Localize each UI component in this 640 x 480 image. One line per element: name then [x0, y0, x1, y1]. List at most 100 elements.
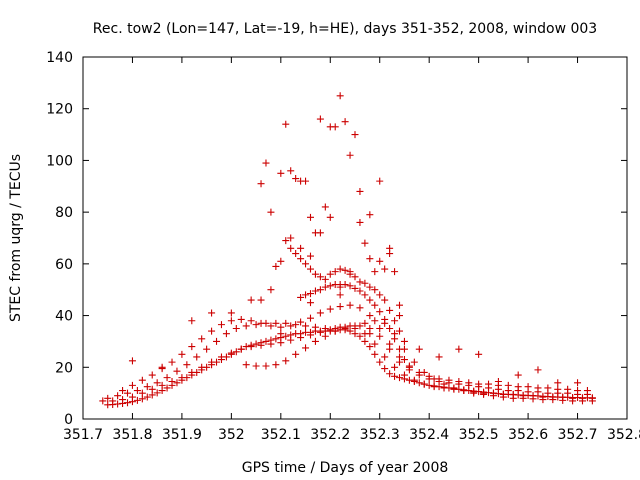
- data-point: [133, 387, 141, 395]
- x-axis: 351.7 351.8 351.9 352 352.1 352.2 352.3 352.4 35…: [63, 57, 640, 443]
- data-point: [356, 278, 364, 286]
- point-series: [297, 281, 413, 371]
- data-point: [336, 283, 344, 291]
- data-point: [425, 372, 433, 380]
- data-point: [306, 314, 314, 322]
- data-point: [480, 389, 488, 397]
- data-point: [109, 397, 117, 405]
- data-point: [371, 286, 379, 294]
- data-point: [489, 389, 497, 397]
- data-point: [361, 239, 369, 247]
- data-point: [217, 353, 225, 361]
- data-point: [396, 312, 404, 320]
- data-point: [188, 317, 196, 325]
- data-point: [341, 325, 349, 332]
- x-tick-label: 352.6: [508, 427, 548, 443]
- data-point: [306, 331, 314, 339]
- data-point: [499, 390, 507, 398]
- data-point: [346, 268, 354, 276]
- point-series: [242, 325, 596, 402]
- data-point: [475, 350, 483, 358]
- data-point: [316, 229, 324, 237]
- x-tick-label: 352.4: [409, 427, 449, 443]
- data-point: [311, 323, 319, 331]
- data-point: [311, 337, 319, 345]
- data-point: [519, 392, 527, 400]
- data-point: [356, 304, 364, 312]
- data-point: [386, 250, 394, 258]
- data-point: [104, 394, 112, 402]
- data-point: [292, 250, 300, 258]
- data-point: [366, 211, 374, 219]
- data-point: [257, 296, 265, 304]
- data-point: [321, 275, 329, 283]
- data-point: [549, 393, 557, 401]
- data-point: [272, 335, 280, 343]
- data-point: [292, 175, 300, 183]
- data-point: [326, 326, 334, 334]
- data-point: [119, 387, 127, 395]
- data-point: [376, 308, 384, 316]
- data-point: [297, 293, 305, 301]
- data-point: [465, 379, 473, 387]
- data-point: [198, 335, 206, 343]
- data-point: [534, 384, 542, 392]
- x-tick-label: 351.8: [112, 427, 152, 443]
- data-point: [509, 390, 517, 398]
- data-point: [361, 337, 369, 345]
- data-point: [114, 392, 122, 400]
- data-point: [351, 273, 359, 281]
- data-points: [99, 92, 596, 409]
- x-axis-label: GPS time / Days of year 2008: [242, 460, 449, 476]
- data-point: [222, 330, 230, 338]
- data-point: [455, 378, 463, 386]
- data-point: [376, 325, 384, 332]
- data-point: [292, 321, 300, 329]
- data-point: [371, 268, 379, 276]
- data-point: [302, 177, 310, 185]
- y-axis: 0 20 40 60 80 100 120 140: [46, 50, 627, 428]
- point-series: [257, 92, 399, 276]
- data-point: [588, 394, 596, 402]
- data-point: [316, 309, 324, 317]
- data-point: [99, 397, 107, 405]
- plot-frame: [82, 56, 628, 420]
- data-point: [217, 321, 225, 329]
- data-point: [128, 381, 136, 389]
- data-point: [366, 343, 374, 351]
- data-point: [282, 319, 290, 327]
- data-point: [366, 312, 374, 320]
- data-point: [376, 177, 384, 185]
- data-point: [282, 357, 290, 365]
- data-point: [242, 322, 250, 330]
- y-tick-label: 100: [46, 153, 73, 169]
- data-point: [386, 340, 394, 348]
- data-point: [470, 388, 478, 396]
- data-point: [341, 118, 349, 126]
- data-point: [455, 345, 463, 353]
- data-point: [306, 290, 314, 298]
- data-point: [405, 363, 413, 371]
- data-point: [198, 363, 206, 371]
- data-point: [435, 375, 443, 383]
- data-point: [316, 273, 324, 281]
- data-point: [213, 337, 221, 345]
- data-point: [371, 350, 379, 358]
- data-point: [148, 371, 156, 379]
- data-point: [381, 353, 389, 361]
- data-point: [203, 345, 211, 353]
- data-point: [326, 270, 334, 278]
- data-point: [311, 287, 319, 295]
- data-point: [163, 384, 171, 392]
- data-point: [138, 376, 146, 384]
- data-point: [583, 387, 591, 395]
- data-point: [366, 330, 374, 338]
- data-point: [396, 301, 404, 309]
- data-point: [158, 363, 166, 371]
- data-point: [119, 396, 127, 404]
- data-point: [420, 380, 428, 388]
- data-point: [128, 357, 136, 365]
- data-point: [410, 358, 418, 366]
- data-point: [361, 279, 369, 287]
- data-point: [138, 389, 146, 397]
